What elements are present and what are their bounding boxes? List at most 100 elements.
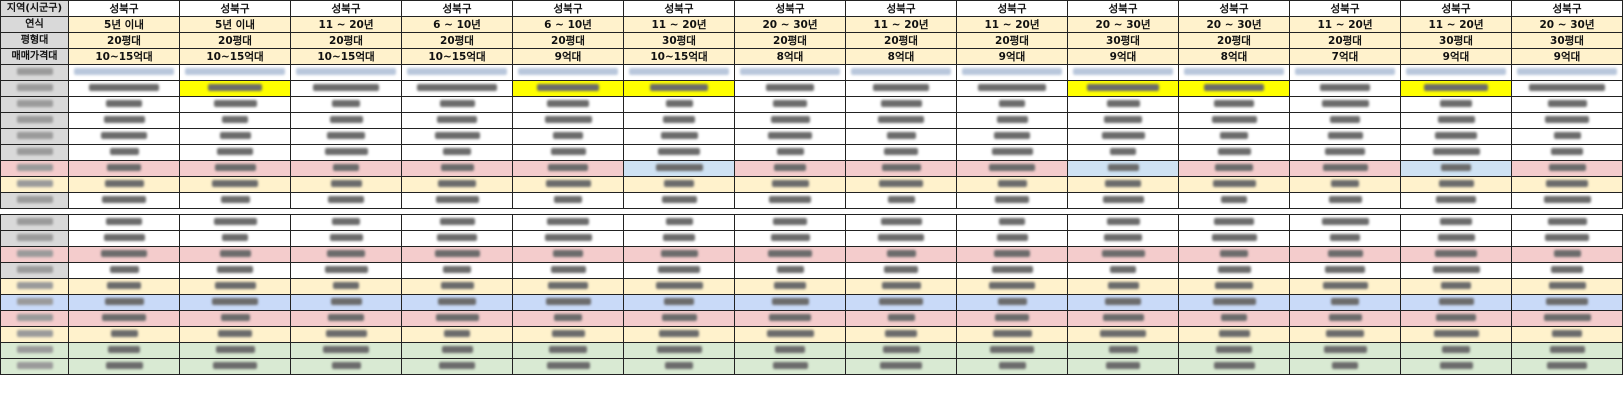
cell-redacted: [1400, 96, 1512, 113]
redacted-text: [663, 116, 695, 123]
cell-redacted: [512, 128, 624, 145]
cell-redacted: [179, 294, 291, 311]
cell-redacted: [1400, 214, 1512, 231]
redacted-text: [1432, 266, 1480, 273]
cell-redacted: [1400, 64, 1512, 81]
redacted-text: [1104, 234, 1142, 241]
cell-redacted: [1511, 262, 1623, 279]
lower-redacted-row: [0, 310, 1623, 327]
cell-redacted: [623, 262, 735, 279]
cell-redacted: [623, 128, 735, 145]
upper-redacted-row: [0, 160, 1623, 177]
cell-price: 9억대: [1400, 48, 1512, 65]
redacted-text: [1433, 330, 1479, 337]
redacted-text: [444, 330, 470, 337]
cell-redacted: [1178, 294, 1290, 311]
redacted-text: [659, 330, 699, 337]
cell-redacted: [1178, 128, 1290, 145]
redacted-text: [417, 84, 497, 91]
upper-redacted-row: [0, 192, 1623, 209]
redacted-text: [548, 282, 588, 289]
redacted-text: [545, 180, 591, 187]
cell-redacted: [1289, 310, 1401, 327]
redacted-text: [992, 330, 1032, 337]
redacted-text: [1217, 266, 1251, 273]
cell-redacted: [734, 144, 846, 161]
cell-redacted: [956, 160, 1068, 177]
cell-redacted: [1289, 342, 1401, 359]
cell-redacted: [512, 144, 624, 161]
cell-redacted: [956, 96, 1068, 113]
cell-redacted: [1511, 310, 1623, 327]
redacted-text: [215, 346, 255, 353]
redacted-text: [766, 84, 814, 91]
redacted-text: [768, 132, 812, 139]
cell-price: 7억대: [1289, 48, 1401, 65]
redacted-text: [1105, 180, 1141, 187]
redacted-text: [1110, 148, 1136, 155]
redacted-text: [1320, 84, 1370, 91]
cell-region: 성북구: [290, 0, 402, 17]
redacted-text: [16, 250, 53, 257]
cell-price: 10~15억대: [401, 48, 513, 65]
redacted-text: [1104, 116, 1142, 123]
cell-redacted: [623, 192, 735, 209]
cell-redacted: [68, 96, 180, 113]
cell-redacted: [1289, 294, 1401, 311]
redacted-text: [106, 100, 142, 107]
redacted-text: [213, 218, 257, 225]
cell-redacted: [179, 342, 291, 359]
redacted-text: [884, 148, 918, 155]
redacted-text: [296, 68, 396, 75]
redacted-text: [1220, 250, 1248, 257]
cell-redacted: [623, 294, 735, 311]
cell-redacted: [1289, 326, 1401, 343]
cell-redacted: [1400, 310, 1512, 327]
redacted-text: [328, 196, 364, 203]
cell-redacted: [1511, 160, 1623, 177]
cell-redacted: [623, 160, 735, 177]
redacted-text: [1216, 346, 1252, 353]
redacted-text: [213, 100, 257, 107]
cell-redacted: [1400, 192, 1512, 209]
redacted-text: [1440, 218, 1472, 225]
redacted-text: [1212, 180, 1256, 187]
redacted-text: [1325, 148, 1365, 155]
redacted-text: [884, 266, 918, 273]
cell-redacted: [1178, 192, 1290, 209]
row-label-redacted: [0, 262, 69, 279]
redacted-text: [1327, 250, 1363, 257]
redacted-text: [434, 132, 480, 139]
cell-size: 20평대: [179, 32, 291, 49]
cell-price: 8억대: [734, 48, 846, 65]
redacted-text: [546, 362, 590, 369]
redacted-text: [547, 218, 589, 225]
cell-age: 11 ~ 20년: [290, 16, 402, 33]
row-label-redacted: [0, 230, 69, 247]
cell-redacted: [1067, 64, 1179, 81]
cell-redacted: [1178, 326, 1290, 343]
cell-redacted: [1511, 246, 1623, 263]
redacted-text: [766, 330, 814, 337]
redacted-text: [220, 314, 250, 321]
cell-redacted: [401, 294, 513, 311]
cell-redacted: [1400, 262, 1512, 279]
redacted-text: [331, 362, 361, 369]
cell-redacted: [512, 214, 624, 231]
cell-age: 11 ~ 20년: [956, 16, 1068, 33]
redacted-text: [878, 116, 924, 123]
cell-redacted: [956, 310, 1068, 327]
upper-redacted-row: [0, 128, 1623, 145]
redacted-text: [330, 180, 362, 187]
cell-price: 10~15억대: [179, 48, 291, 65]
cell-age: 11 ~ 20년: [1289, 16, 1401, 33]
row-label-size: 평형대: [0, 32, 69, 49]
cell-redacted: [956, 294, 1068, 311]
cell-redacted: [1178, 246, 1290, 263]
cell-redacted: [512, 112, 624, 129]
cell-redacted: [290, 262, 402, 279]
cell-redacted: [845, 310, 957, 327]
redacted-text: [771, 180, 809, 187]
redacted-text: [1441, 164, 1471, 171]
redacted-text: [1101, 250, 1145, 257]
